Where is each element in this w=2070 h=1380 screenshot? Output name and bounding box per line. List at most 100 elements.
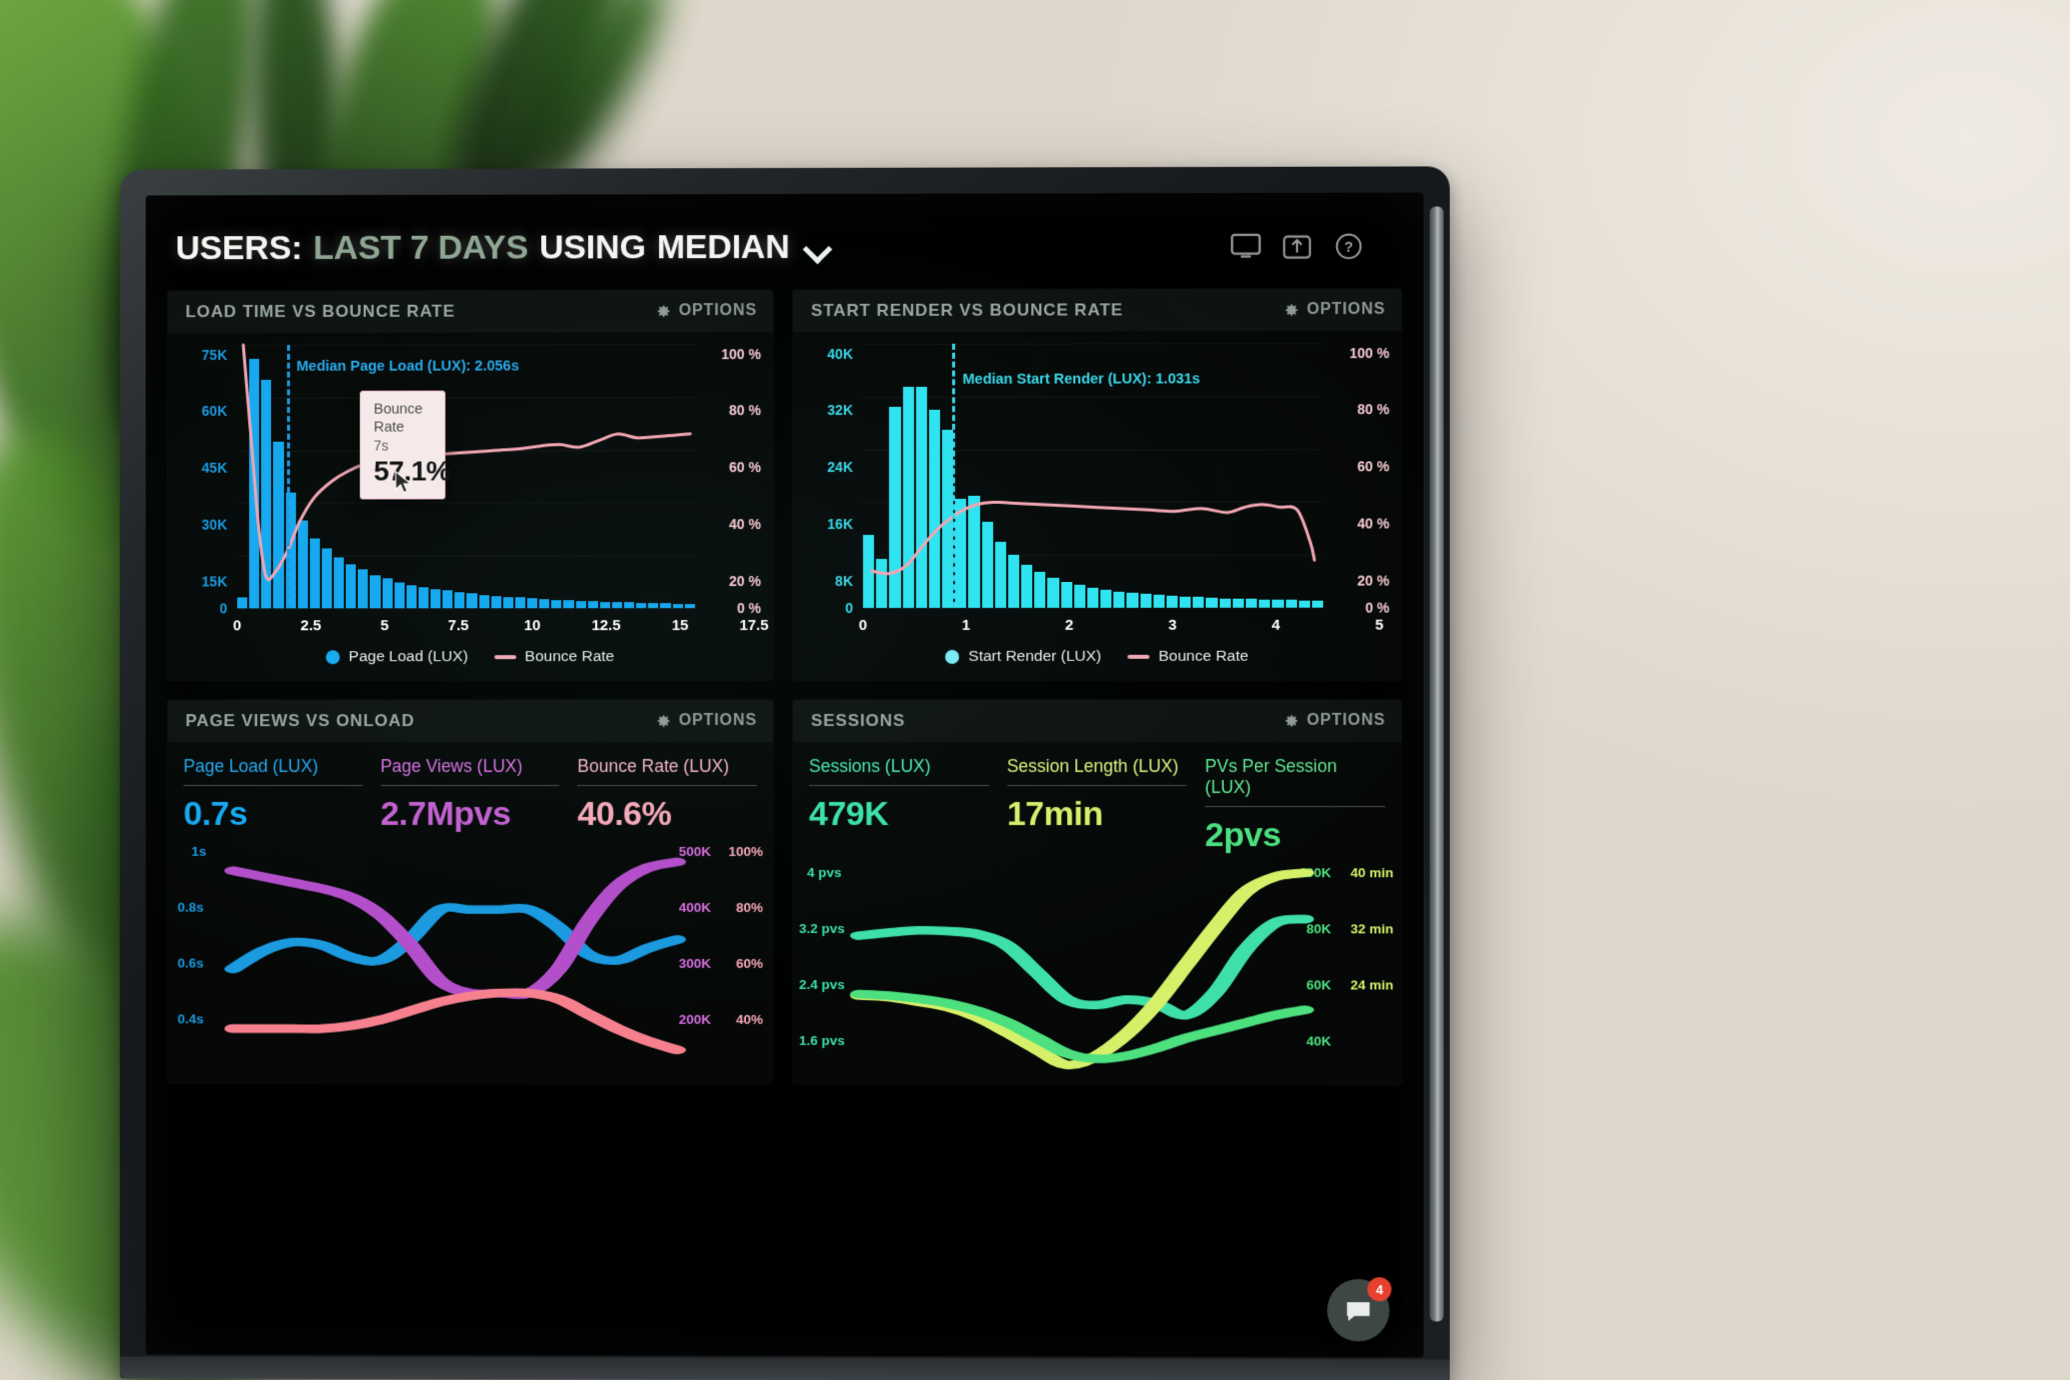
laptop-bezel-edge	[1429, 206, 1444, 1322]
card-page-views-vs-onload: PAGE VIEWS VS ONLOAD OPTIONS Page Load (…	[167, 700, 774, 1084]
x-axis-tick: 1	[961, 616, 971, 634]
options-button-sessions[interactable]: OPTIONS	[1283, 711, 1386, 730]
card-header: PAGE VIEWS VS ONLOAD OPTIONS	[167, 700, 774, 743]
metric-value: 17min	[1006, 795, 1103, 834]
median-label: Median Page Load (LUX): 2.056s	[296, 358, 520, 375]
series-line	[233, 992, 677, 1050]
x-axis-tick: 5	[1375, 616, 1384, 634]
card-header: START RENDER VS BOUNCE RATE OPTIONS	[792, 288, 1402, 332]
series-line	[233, 862, 677, 995]
options-button-page-views[interactable]: OPTIONS	[655, 712, 757, 730]
title-part-users: USERS:	[175, 228, 303, 267]
metric-label: Bounce Rate (LUX)	[577, 756, 730, 776]
legend-label: Start Render (LUX)	[968, 647, 1102, 665]
y2-axis-tick: 60 %	[1357, 458, 1390, 475]
metric-sessions[interactable]: Sessions (LUX) 479K	[809, 756, 989, 855]
title-part-metric: MEDIAN	[656, 227, 790, 266]
x-axis-tick: 7.5	[448, 617, 469, 635]
chat-launcher-button[interactable]: 4	[1327, 1277, 1392, 1342]
share-icon[interactable]	[1283, 233, 1313, 259]
y-axis-tick: 75K	[201, 346, 228, 363]
card-header: LOAD TIME VS BOUNCE RATE OPTIONS	[167, 290, 774, 334]
gear-icon	[1285, 715, 1298, 727]
metric-row-page-views: Page Load (LUX) 0.7s Page Views (LUX) 2.…	[168, 742, 773, 834]
y-axis-tick: 8K	[835, 572, 854, 589]
y-axis-tick: 15K	[201, 573, 228, 590]
y2-axis-tick: 100 %	[721, 346, 762, 363]
y2-axis-tick: 500K	[678, 843, 712, 859]
x-axis-tick: 4	[1271, 616, 1281, 634]
card-title: PAGE VIEWS VS ONLOAD	[185, 711, 415, 731]
legend-label: Bounce Rate	[1158, 647, 1249, 665]
metric-session-length[interactable]: Session Length (LUX) 17min	[1006, 756, 1187, 855]
line-series-group	[859, 865, 1305, 1081]
y-axis-tick: 40K	[827, 345, 854, 362]
svg-text:?: ?	[1344, 240, 1353, 256]
options-button-load-time[interactable]: OPTIONS	[655, 302, 757, 320]
monitor-icon[interactable]	[1231, 233, 1261, 259]
mini-chart-sessions: 4 pvs 3.2 pvs 2.4 pvs 1.6 pvs 100K 80K 6…	[793, 859, 1402, 1085]
x-axis-tick: 17.5	[739, 617, 769, 635]
gear-icon	[1285, 304, 1298, 316]
card-load-time-vs-bounce-rate: LOAD TIME VS BOUNCE RATE OPTIONS 75K 60K…	[167, 290, 774, 681]
legend-item[interactable]: Page Load (LUX)	[325, 648, 468, 666]
y2-axis-tick: 60 %	[729, 459, 762, 476]
card-title: SESSIONS	[811, 710, 906, 730]
legend-dash-icon	[493, 655, 516, 660]
metric-bounce-rate[interactable]: Bounce Rate (LUX) 40.6%	[577, 756, 758, 834]
y-axis-tick: 0.4s	[177, 1011, 204, 1027]
legend-item[interactable]: Start Render (LUX)	[945, 648, 1101, 666]
y-axis-tick: 0	[845, 599, 854, 616]
plot-area-page-views	[233, 844, 677, 1059]
x-axis-tick: 3	[1168, 616, 1177, 634]
legend-label: Bounce Rate	[524, 648, 615, 666]
tooltip-sub: 7s	[373, 437, 389, 454]
chart-start-render: 40K 32K 24K 16K 8K 0 100 % 80 % 60 % 40 …	[793, 331, 1402, 642]
y3-axis-tick: 40 min	[1350, 865, 1394, 881]
bounce-rate-line	[243, 344, 690, 579]
y3-axis-tick: 40%	[735, 1011, 764, 1027]
x-axis-tick: 5	[380, 617, 389, 635]
card-title: LOAD TIME VS BOUNCE RATE	[185, 301, 456, 322]
y-axis-tick: 0.8s	[177, 899, 204, 915]
chat-unread-badge: 4	[1367, 1277, 1392, 1302]
legend-item[interactable]: Bounce Rate	[1127, 648, 1248, 666]
metric-pvs-per-session[interactable]: PVs Per Session (LUX) 2pvs	[1205, 756, 1386, 855]
options-label: OPTIONS	[1306, 711, 1386, 729]
legend-dot-icon	[325, 650, 340, 665]
y3-axis-tick: 60%	[735, 955, 764, 971]
x-axis-tick: 0	[233, 617, 242, 635]
y-axis-tick: 30K	[201, 516, 228, 533]
line-series-group	[233, 844, 677, 1059]
plot-area-load-time	[237, 344, 695, 610]
options-label: OPTIONS	[1306, 300, 1386, 319]
page-title[interactable]: USERS: LAST 7 DAYS USING MEDIAN	[176, 227, 831, 267]
metric-label: Sessions (LUX)	[809, 755, 931, 777]
y-axis-tick: 16K	[827, 515, 854, 532]
y-axis-tick: 4 pvs	[807, 865, 842, 881]
y3-axis-tick: 80%	[735, 899, 764, 915]
line-series-bounce-rate	[237, 344, 695, 608]
metric-label: Page Load (LUX)	[183, 756, 319, 776]
metric-page-load[interactable]: Page Load (LUX) 0.7s	[183, 756, 363, 834]
legend-label: Page Load (LUX)	[348, 648, 468, 666]
legend-item[interactable]: Bounce Rate	[493, 648, 615, 666]
x-axis-tick: 10	[523, 617, 541, 635]
y-axis-tick: 1.6 pvs	[799, 1033, 845, 1049]
y-axis-tick: 0.6s	[177, 955, 204, 971]
title-part-range: LAST 7 DAYS	[313, 228, 529, 267]
title-part-using: USING	[539, 227, 646, 266]
help-icon[interactable]: ?	[1335, 233, 1365, 259]
chevron-down-icon[interactable]	[805, 234, 831, 260]
y2-axis-tick: 100 %	[1349, 344, 1390, 362]
legend-dot-icon	[945, 649, 960, 664]
metric-page-views[interactable]: Page Views (LUX) 2.7Mpvs	[380, 756, 560, 834]
options-button-start-render[interactable]: OPTIONS	[1283, 300, 1386, 319]
x-axis-tick: 0	[858, 616, 868, 634]
y3-axis-tick: 24 min	[1350, 977, 1394, 993]
y-axis-tick: 32K	[827, 401, 854, 418]
card-start-render-vs-bounce-rate: START RENDER VS BOUNCE RATE OPTIONS 40K …	[792, 288, 1402, 680]
y2-axis-tick: 40 %	[729, 516, 762, 533]
y2-axis-tick: 40K	[1306, 1033, 1332, 1049]
card-sessions: SESSIONS OPTIONS Sessions (LUX) 479K Ses…	[792, 699, 1402, 1085]
